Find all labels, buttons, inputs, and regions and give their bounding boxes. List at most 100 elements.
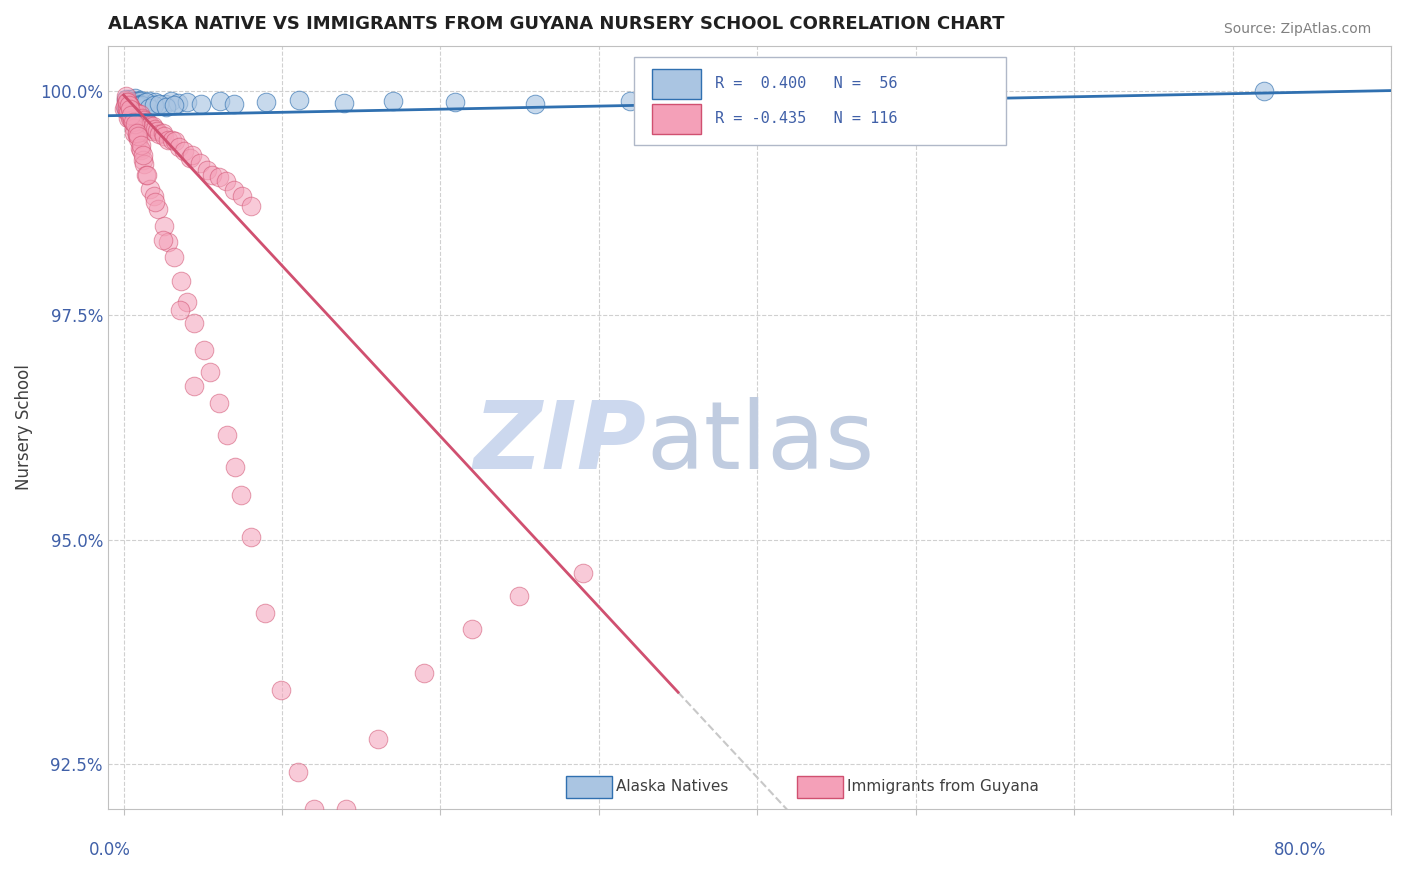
Text: R = -0.435   N = 116: R = -0.435 N = 116 [714, 112, 897, 127]
Point [124, 102, 146, 116]
Point [157, 235, 180, 249]
Point [198, 365, 221, 379]
Point [382, 94, 405, 108]
Point [122, 114, 145, 128]
Point [118, 99, 141, 113]
Point [131, 148, 153, 162]
Point [173, 144, 195, 158]
Point [114, 102, 136, 116]
Point [217, 428, 239, 442]
Point [125, 95, 148, 109]
Point [115, 95, 138, 109]
Point [122, 94, 145, 108]
Point [163, 134, 186, 148]
FancyBboxPatch shape [652, 69, 700, 99]
Point [122, 94, 145, 108]
Point [117, 100, 139, 114]
Point [120, 95, 142, 109]
Point [181, 148, 204, 162]
Point [125, 106, 148, 120]
Text: ALASKA NATIVE VS IMMIGRANTS FROM GUYANA NURSERY SCHOOL CORRELATION CHART: ALASKA NATIVE VS IMMIGRANTS FROM GUYANA … [108, 15, 1004, 33]
Point [124, 105, 146, 120]
Point [208, 170, 231, 185]
Point [122, 121, 145, 136]
Point [304, 802, 326, 816]
Point [121, 103, 143, 117]
Text: 0.0%: 0.0% [89, 840, 131, 858]
Text: ZIP: ZIP [474, 397, 647, 489]
Point [155, 100, 177, 114]
Point [128, 97, 150, 112]
Point [115, 103, 138, 117]
Point [193, 343, 215, 357]
Point [190, 96, 212, 111]
Point [619, 95, 641, 109]
Point [224, 97, 246, 112]
Point [208, 95, 231, 109]
Point [160, 133, 183, 147]
Point [117, 95, 139, 110]
Point [120, 101, 142, 115]
Point [148, 97, 170, 112]
Point [461, 623, 484, 637]
Text: 80.0%: 80.0% [1274, 840, 1327, 858]
Point [125, 111, 148, 125]
FancyBboxPatch shape [652, 103, 700, 134]
Point [117, 103, 139, 118]
Point [129, 98, 152, 112]
Text: Source: ZipAtlas.com: Source: ZipAtlas.com [1223, 22, 1371, 37]
Point [142, 97, 165, 112]
Point [117, 105, 139, 120]
Point [138, 94, 160, 108]
Point [157, 133, 180, 147]
Point [153, 129, 176, 144]
Point [115, 102, 138, 116]
Point [747, 93, 769, 107]
Point [122, 126, 145, 140]
Point [124, 97, 146, 112]
Point [115, 103, 138, 117]
Point [121, 112, 143, 127]
Point [152, 126, 174, 140]
Point [254, 95, 277, 110]
Point [138, 119, 160, 133]
Point [128, 107, 150, 121]
Point [572, 566, 595, 581]
Point [208, 395, 231, 409]
Point [129, 93, 152, 107]
Point [122, 103, 145, 118]
Point [905, 95, 928, 109]
Text: Immigrants from Guyana: Immigrants from Guyana [846, 780, 1039, 795]
Y-axis label: Nursery School: Nursery School [15, 365, 32, 491]
Point [163, 97, 186, 112]
Point [121, 98, 143, 112]
Point [143, 122, 166, 136]
Point [124, 103, 146, 118]
Point [143, 195, 166, 210]
Point [131, 97, 153, 112]
Point [115, 98, 138, 112]
Point [138, 102, 160, 116]
Point [117, 111, 139, 125]
Point [367, 732, 389, 747]
Point [287, 764, 309, 779]
Point [127, 132, 149, 146]
Point [176, 95, 198, 109]
Point [169, 303, 191, 318]
Point [152, 233, 174, 247]
Point [170, 274, 193, 288]
Point [287, 94, 309, 108]
Point [125, 128, 148, 143]
Point [524, 96, 547, 111]
Point [1253, 84, 1275, 98]
Point [135, 115, 157, 129]
Point [195, 162, 218, 177]
Point [146, 124, 169, 138]
Point [124, 112, 146, 126]
Point [120, 92, 142, 106]
Point [128, 94, 150, 108]
Point [127, 128, 149, 143]
Point [124, 91, 146, 105]
Point [254, 606, 277, 620]
Point [163, 250, 186, 264]
